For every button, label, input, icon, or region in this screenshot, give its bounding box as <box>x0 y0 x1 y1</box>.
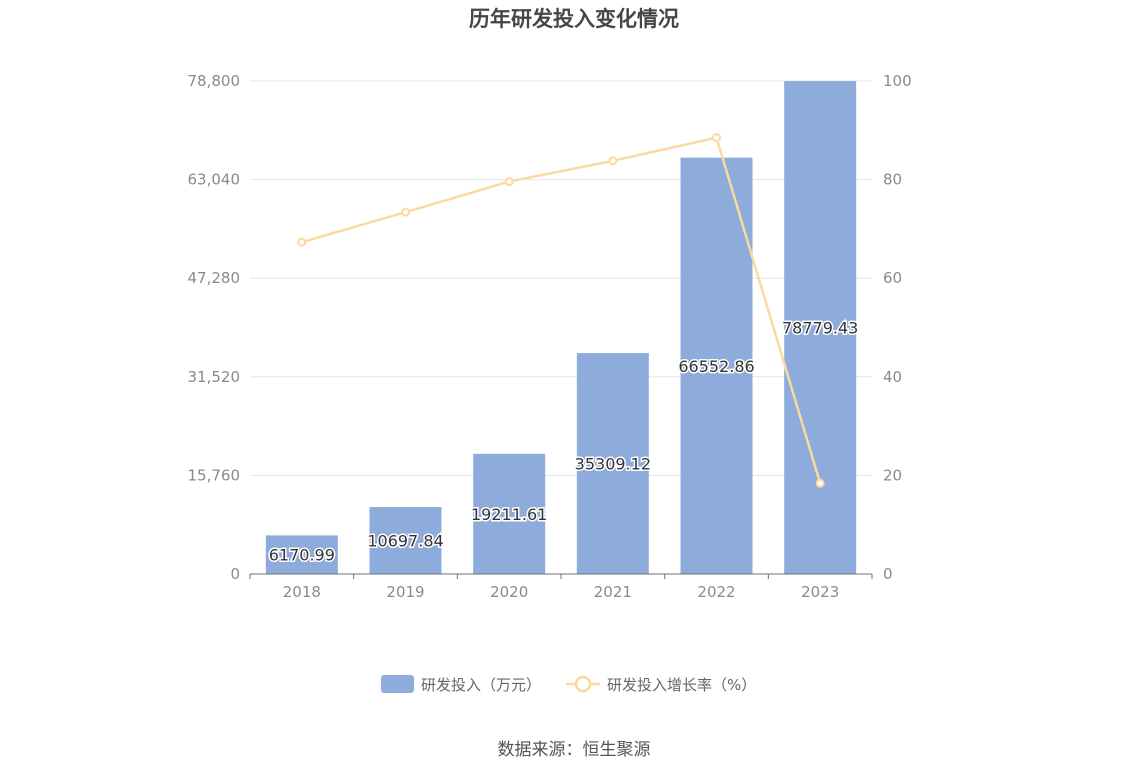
legend-item-bar[interactable]: 研发投入（万元） <box>381 675 541 694</box>
bar <box>265 535 338 574</box>
left-axis-ticks: 0 15,760 31,520 47,280 63,040 78,800 <box>188 72 241 583</box>
bar-value-label: 78779.43 <box>782 319 858 338</box>
bar-value-labels: 6170.99 10697.84 19211.61 35309.12 66552.86 7… <box>267 317 860 566</box>
right-tick-label: 60 <box>883 269 902 287</box>
right-tick-label: 20 <box>883 466 902 484</box>
bar-value-label: 10697.84 <box>367 532 443 551</box>
legend-line-marker <box>574 675 592 693</box>
x-tick-label: 2018 <box>283 583 321 601</box>
growth-line <box>301 136 822 484</box>
growth-point <box>712 133 721 143</box>
growth-point <box>815 478 825 488</box>
x-tick-label: 2020 <box>490 583 528 601</box>
legend-bar-swatch <box>381 675 414 693</box>
legend-item-line[interactable]: 研发投入增长率（%） <box>566 675 756 694</box>
bar-value-label: 66552.86 <box>678 357 754 376</box>
growth-point <box>297 237 307 247</box>
growth-point <box>401 207 410 217</box>
line-series <box>297 133 825 488</box>
right-tick-label: 0 <box>883 565 893 583</box>
bar <box>576 353 649 574</box>
bar-value-label: 6170.99 <box>269 546 335 565</box>
x-tick-label: 2023 <box>801 583 839 601</box>
x-tick-label: 2021 <box>594 583 632 601</box>
left-tick-label: 15,760 <box>188 466 241 484</box>
bar <box>680 157 753 575</box>
bar <box>473 453 546 574</box>
legend: 研发投入（万元） 研发投入增长率（%） <box>381 675 756 694</box>
left-tick-label: 78,800 <box>188 72 241 90</box>
grid-lines <box>250 80 872 476</box>
bar-value-label: 19211.61 <box>471 505 547 524</box>
right-tick-label: 80 <box>883 171 902 189</box>
bar <box>784 81 857 574</box>
bar <box>369 507 442 574</box>
legend-line-label: 研发投入增长率（%） <box>607 676 756 694</box>
x-axis-ticks: 2018 2019 2020 2021 2022 2023 <box>249 574 873 601</box>
left-tick-label: 47,280 <box>188 269 241 287</box>
right-axis-ticks: 0 20 40 60 80 100 <box>883 72 912 583</box>
source-note: 数据来源：恒生聚源 <box>498 740 651 760</box>
left-tick-label: 31,520 <box>188 368 241 386</box>
right-tick-label: 100 <box>883 72 912 90</box>
chart-title: 历年研发投入变化情况 <box>469 7 679 31</box>
x-tick-label: 2019 <box>386 583 424 601</box>
bar-series <box>265 81 857 575</box>
x-tick-label: 2022 <box>697 583 735 601</box>
left-tick-label: 0 <box>230 565 240 583</box>
growth-point <box>608 156 618 166</box>
legend-bar-label: 研发投入（万元） <box>421 676 541 694</box>
left-tick-label: 63,040 <box>188 171 241 189</box>
right-tick-label: 40 <box>883 368 902 386</box>
growth-point <box>504 177 514 187</box>
bar-value-label: 35309.12 <box>575 455 651 474</box>
